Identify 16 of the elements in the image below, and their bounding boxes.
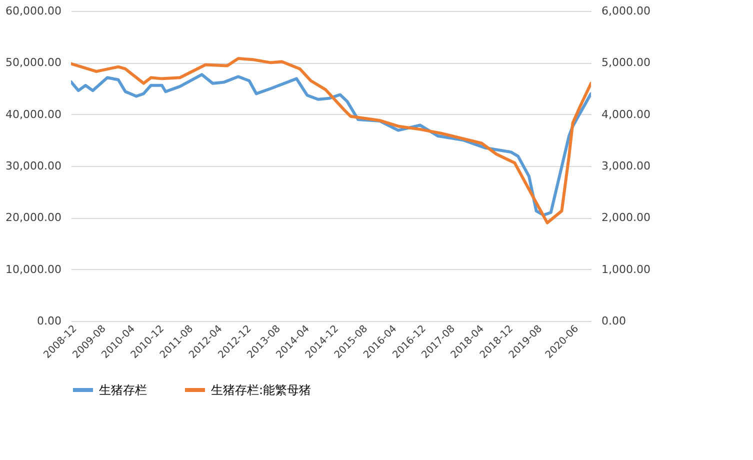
y-tick-label: 10,000.00 <box>6 262 62 276</box>
y-tick-label: 50,000.00 <box>6 56 62 70</box>
y-tick-label: 60,000.00 <box>6 4 62 18</box>
y2-tick-label: 1,000.00 <box>602 262 650 276</box>
y-tick-label: 30,000.00 <box>6 160 62 172</box>
y2-tick-label: 3,000.00 <box>602 160 650 172</box>
y2-tick-label: 0.00 <box>602 314 626 328</box>
legend-label: 生猪存栏:能繁母猪 <box>211 383 312 397</box>
y2-tick-label: 4,000.00 <box>602 108 650 121</box>
y-tick-label: 40,000.00 <box>6 108 62 121</box>
y-tick-label: 20,000.00 <box>6 211 62 224</box>
legend-label: 生猪存栏 <box>99 383 147 397</box>
y2-tick-label: 5,000.00 <box>602 56 650 70</box>
y2-tick-label: 6,000.00 <box>602 4 650 18</box>
y-tick-label: 0.00 <box>37 314 62 328</box>
y2-tick-label: 2,000.00 <box>602 211 650 224</box>
